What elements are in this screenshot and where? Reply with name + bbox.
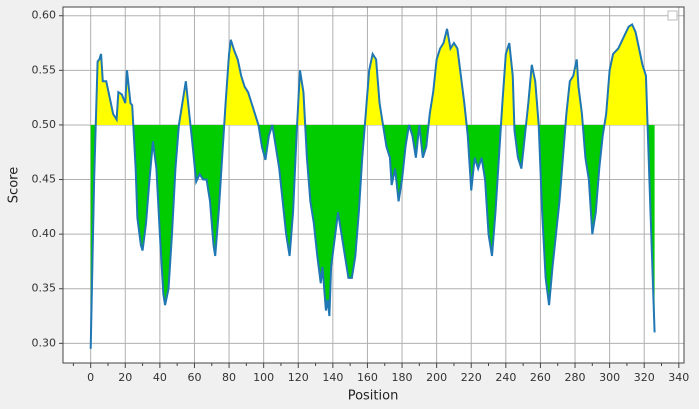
y-tick-label: 0.30 <box>32 336 57 349</box>
y-tick-label: 0.40 <box>32 227 57 240</box>
y-tick-label: 0.50 <box>32 118 57 131</box>
x-tick-label: 340 <box>668 371 689 384</box>
x-tick-label: 260 <box>530 371 551 384</box>
x-tick-label: 180 <box>392 371 413 384</box>
x-tick-label: 240 <box>495 371 516 384</box>
x-tick-label: 220 <box>461 371 482 384</box>
x-tick-label: 120 <box>288 371 309 384</box>
x-tick-label: 320 <box>634 371 655 384</box>
x-tick-label: 100 <box>253 371 274 384</box>
x-tick-label: 200 <box>426 371 447 384</box>
x-tick-label: 0 <box>87 371 94 384</box>
y-axis-label: Score <box>7 167 22 203</box>
x-tick-label: 140 <box>322 371 343 384</box>
x-tick-label: 300 <box>599 371 620 384</box>
score-line <box>89 23 656 349</box>
x-tick-label: 280 <box>565 371 586 384</box>
x-tick-label: 40 <box>153 371 167 384</box>
x-axis-label: Position <box>348 389 399 404</box>
y-tick-label: 0.60 <box>32 9 57 22</box>
fill-below <box>90 124 655 349</box>
x-tick-label: 20 <box>118 371 132 384</box>
y-tick-label: 0.35 <box>32 282 57 295</box>
legend-box <box>667 10 678 21</box>
x-tick-label: 60 <box>187 371 201 384</box>
x-tick-label: 160 <box>357 371 378 384</box>
x-tick-label: 80 <box>222 371 236 384</box>
plot-frame <box>62 6 685 364</box>
y-tick-label: 0.55 <box>32 63 57 76</box>
y-tick-label: 0.45 <box>32 173 57 186</box>
